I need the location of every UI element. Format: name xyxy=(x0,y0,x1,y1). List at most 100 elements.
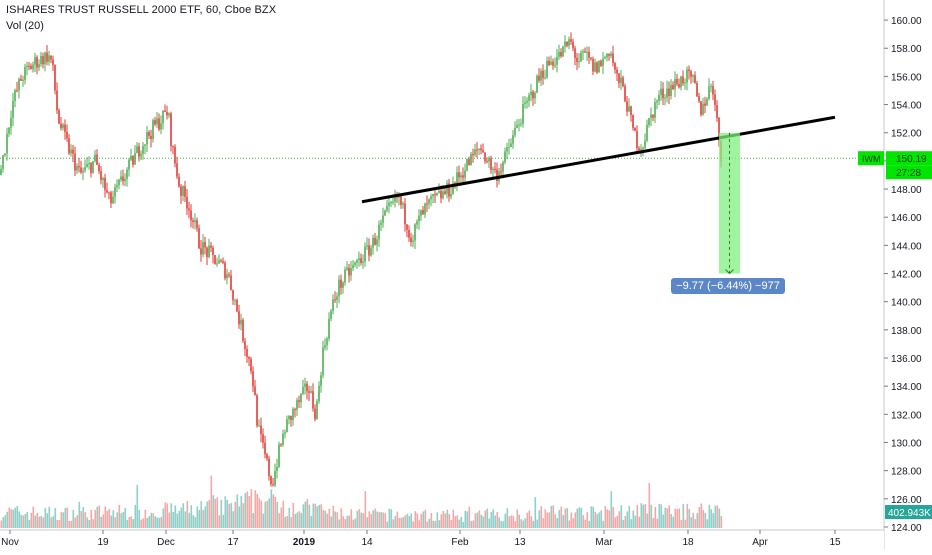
volume-bar xyxy=(564,508,567,528)
volume-bar xyxy=(184,511,187,528)
candle-body xyxy=(256,395,258,426)
candle-body xyxy=(54,64,56,91)
candle-body xyxy=(166,112,168,116)
candle-body xyxy=(654,102,656,118)
candle-body xyxy=(336,296,338,300)
volume-bar xyxy=(644,504,647,528)
candle-body xyxy=(558,51,560,57)
candle-body xyxy=(386,205,388,211)
volume-bar xyxy=(100,516,103,528)
candle-body xyxy=(244,341,246,349)
candle-body xyxy=(204,241,206,248)
candle-body xyxy=(80,167,82,173)
volume-bar xyxy=(256,493,259,528)
volume-bar xyxy=(588,520,591,528)
volume-bar xyxy=(672,516,675,528)
volume-bar xyxy=(226,499,229,528)
candle-body xyxy=(112,196,114,204)
candle-body xyxy=(148,131,150,136)
volume-bar xyxy=(426,521,429,528)
symbol-tag xyxy=(858,151,884,166)
candle-body xyxy=(422,209,424,215)
volume-bar xyxy=(180,507,183,528)
candle-body xyxy=(270,476,272,485)
volume-bar xyxy=(288,507,291,528)
candle-body xyxy=(178,176,180,187)
candle-body xyxy=(610,53,612,56)
volume-bar xyxy=(596,514,599,528)
volume-bar xyxy=(686,503,689,528)
volume-bar xyxy=(70,521,73,528)
volume-bar xyxy=(514,521,517,528)
volume-bar xyxy=(192,515,195,528)
volume-bar xyxy=(392,519,395,528)
candle-body xyxy=(612,53,614,64)
candle-body xyxy=(674,78,676,90)
volume-bar xyxy=(106,510,109,528)
candle-body xyxy=(356,260,358,263)
volume-bar xyxy=(398,517,401,528)
volume-bar xyxy=(528,510,531,528)
candle-body xyxy=(146,131,148,145)
volume-bar xyxy=(138,510,141,528)
candle-body xyxy=(588,51,590,58)
candle-body xyxy=(400,195,402,205)
volume-bar xyxy=(150,512,153,528)
candle-body xyxy=(192,220,194,223)
candle-body xyxy=(470,154,472,166)
y-tick-label: 144.00 xyxy=(891,241,922,252)
volume-bar xyxy=(350,509,353,528)
volume-bar xyxy=(382,512,385,528)
volume-bar xyxy=(154,516,157,528)
x-tick-label: Nov xyxy=(1,537,19,548)
candle-body xyxy=(28,65,30,67)
volume-bar xyxy=(312,503,315,528)
candle-body xyxy=(380,222,382,225)
candle-body xyxy=(582,51,584,53)
volume-bar xyxy=(374,508,377,528)
volume-bar xyxy=(702,510,705,528)
candle-body xyxy=(308,391,310,393)
volume-bar xyxy=(72,509,75,528)
candle-body xyxy=(150,135,152,139)
volume-bar xyxy=(388,508,391,528)
candle-body xyxy=(66,131,68,139)
volume-bar xyxy=(592,506,595,528)
candle-body xyxy=(536,75,538,93)
candle-body xyxy=(502,162,504,172)
volume-bar xyxy=(464,510,467,528)
volume-bar xyxy=(354,518,357,528)
volume-bar xyxy=(536,519,539,528)
candle-body xyxy=(334,299,336,301)
candle-body xyxy=(436,192,438,196)
candle-body xyxy=(460,175,462,178)
volume-bar xyxy=(330,516,333,528)
volume-bar xyxy=(328,508,331,528)
candle-body xyxy=(98,164,100,172)
volume-bar xyxy=(130,516,133,528)
volume-bar xyxy=(376,511,379,528)
candle-body xyxy=(638,148,640,150)
volume-bar xyxy=(188,512,191,528)
volume-bar xyxy=(632,510,635,528)
volume-bar xyxy=(508,516,511,528)
volume-bar xyxy=(534,497,537,528)
candle-body xyxy=(698,96,700,102)
volume-bar xyxy=(602,520,605,528)
candle-body xyxy=(480,148,482,151)
candle-body xyxy=(322,347,324,376)
volume-bar xyxy=(20,514,23,528)
candle-body xyxy=(374,237,376,245)
candle-body xyxy=(94,154,96,162)
candle-body xyxy=(716,105,718,119)
candle-body xyxy=(16,90,18,92)
volume-bar xyxy=(132,519,135,528)
volume-bar xyxy=(416,513,419,528)
volume-bar xyxy=(300,512,303,528)
volume-bar xyxy=(520,519,523,528)
volume-bar xyxy=(314,503,317,528)
candle-body xyxy=(672,84,674,90)
volume-bar xyxy=(662,514,665,528)
